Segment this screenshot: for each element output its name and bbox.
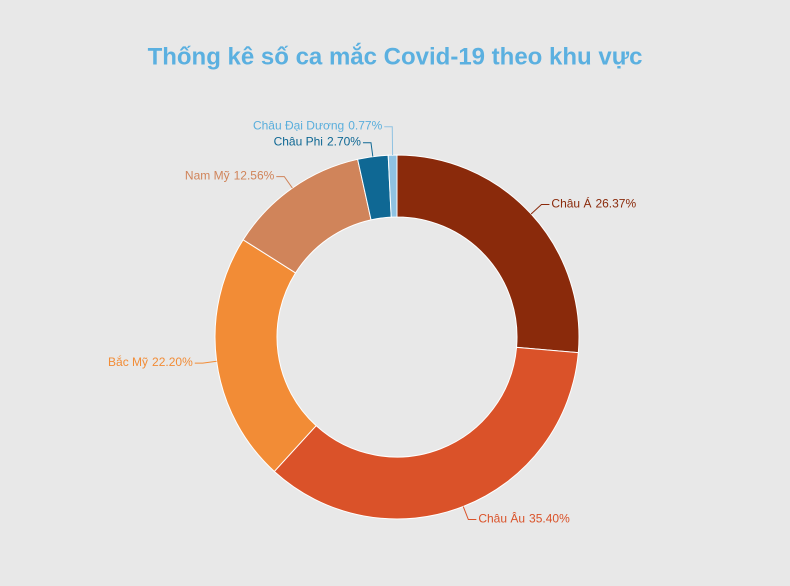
donut-slice — [387, 154, 398, 218]
data-label: Châu Âu 35.40% — [478, 511, 570, 526]
label-name: Nam Mỹ — [185, 169, 230, 183]
data-label: Châu Đại Dương 0.77% — [253, 119, 383, 133]
data-label: Châu Á 26.37% — [551, 196, 636, 211]
leader-line — [462, 506, 477, 521]
donut-slice — [273, 346, 579, 520]
label-value: 12.56% — [234, 169, 275, 183]
label-value: 2.70% — [327, 135, 361, 149]
leader-line — [384, 126, 394, 156]
label-value: 22.20% — [152, 355, 193, 369]
label-value: 0.77% — [348, 119, 382, 133]
leader-line — [362, 142, 374, 157]
label-name: Châu Đại Dương — [253, 119, 344, 133]
leader-line — [530, 203, 550, 215]
label-value: 35.40% — [529, 512, 570, 526]
donut-slice — [396, 154, 580, 354]
data-label: Nam Mỹ 12.56% — [185, 169, 275, 183]
label-name: Châu Âu — [478, 511, 525, 526]
chart-title: Thống kê số ca mắc Covid-19 theo khu vực — [148, 42, 643, 70]
data-label: Bắc Mỹ 22.20% — [108, 354, 193, 369]
label-name: Bắc Mỹ — [108, 354, 148, 369]
label-name: Châu Phi — [274, 135, 323, 149]
label-value: 26.37% — [595, 197, 636, 211]
leader-line — [194, 360, 217, 364]
data-label: Châu Phi 2.70% — [274, 135, 362, 149]
label-name: Châu Á — [551, 196, 591, 211]
leader-line — [276, 176, 293, 189]
